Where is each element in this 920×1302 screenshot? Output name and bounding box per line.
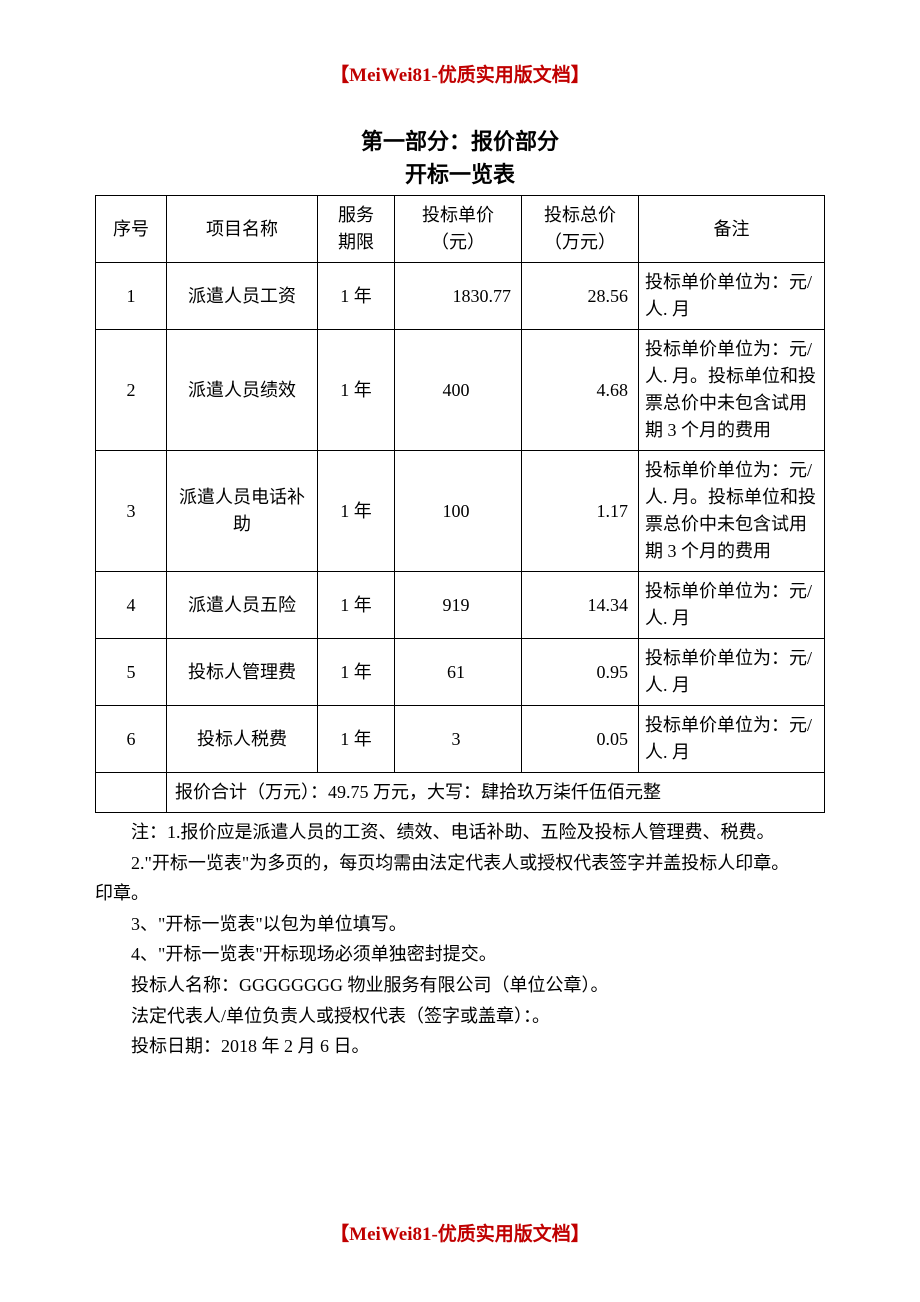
cell-term: 1 年: [318, 572, 395, 639]
table-row: 6 投标人税费 1 年 3 0.05 投标单价单位为：元/人. 月: [96, 706, 825, 773]
section-title-1: 第一部分：报价部分: [95, 125, 825, 158]
cell-total: 1.17: [522, 451, 639, 572]
table-row: 5 投标人管理费 1 年 61 0.95 投标单价单位为：元/人. 月: [96, 639, 825, 706]
table-summary-row: 报价合计（万元）：49.75 万元，大写：肆拾玖万柒仟伍佰元整: [96, 773, 825, 813]
table-row: 1 派遣人员工资 1 年 1830.77 28.56 投标单价单位为：元/人. …: [96, 263, 825, 330]
th-term-l1: 服务: [338, 205, 374, 225]
cell-unit: 919: [395, 572, 522, 639]
note-line: 投标人名称：GGGGGGGG 物业服务有限公司（单位公章）。: [95, 970, 825, 1001]
bid-table: 序号 项目名称 服务 期限 投标单价 （元） 投标总价 （万元） 备注 1: [95, 195, 825, 813]
brand-header: 【MeiWei81-优质实用版文档】: [95, 60, 825, 87]
table-header-row: 序号 项目名称 服务 期限 投标单价 （元） 投标总价 （万元） 备注: [96, 196, 825, 263]
th-unit: 投标单价 （元）: [395, 196, 522, 263]
cell-term: 1 年: [318, 330, 395, 451]
cell-name: 投标人税费: [167, 706, 318, 773]
cell-total: 14.34: [522, 572, 639, 639]
th-total-l1: 投标总价: [544, 205, 616, 225]
summary-blank: [96, 773, 167, 813]
table-body: 1 派遣人员工资 1 年 1830.77 28.56 投标单价单位为：元/人. …: [96, 263, 825, 813]
th-name: 项目名称: [167, 196, 318, 263]
th-total-l2: （万元）: [544, 232, 616, 252]
cell-seq: 5: [96, 639, 167, 706]
cell-unit: 3: [395, 706, 522, 773]
cell-remark: 投标单价单位为：元/人. 月: [639, 263, 825, 330]
cell-total: 28.56: [522, 263, 639, 330]
th-remark: 备注: [639, 196, 825, 263]
cell-name: 派遣人员电话补助: [167, 451, 318, 572]
cell-seq: 1: [96, 263, 167, 330]
cell-seq: 6: [96, 706, 167, 773]
th-term-l2: 期限: [338, 232, 374, 252]
table-row: 2 派遣人员绩效 1 年 400 4.68 投标单价单位为：元/人. 月。投标单…: [96, 330, 825, 451]
table-row: 3 派遣人员电话补助 1 年 100 1.17 投标单价单位为：元/人. 月。投…: [96, 451, 825, 572]
note-line: 3、"开标一览表"以包为单位填写。: [95, 909, 825, 940]
th-seq: 序号: [96, 196, 167, 263]
th-unit-l2: （元）: [431, 232, 485, 252]
cell-name: 投标人管理费: [167, 639, 318, 706]
cell-remark: 投标单价单位为：元/人. 月: [639, 639, 825, 706]
th-total: 投标总价 （万元）: [522, 196, 639, 263]
note-line: 2."开标一览表"为多页的，每页均需由法定代表人或授权代表签字并盖投标人印章。: [95, 848, 825, 879]
cell-remark: 投标单价单位为：元/人. 月。投标单位和投票总价中未包含试用期 3 个月的费用: [639, 330, 825, 451]
cell-remark: 投标单价单位为：元/人. 月: [639, 706, 825, 773]
cell-remark: 投标单价单位为：元/人. 月: [639, 572, 825, 639]
th-unit-l1: 投标单价: [422, 205, 494, 225]
cell-seq: 2: [96, 330, 167, 451]
note-line: 注：1.报价应是派遣人员的工资、绩效、电话补助、五险及投标人管理费、税费。: [95, 817, 825, 848]
th-term: 服务 期限: [318, 196, 395, 263]
cell-term: 1 年: [318, 639, 395, 706]
note-line: 法定代表人/单位负责人或授权代表（签字或盖章）：。: [95, 1001, 825, 1032]
note-line: 投标日期：2018 年 2 月 6 日。: [95, 1031, 825, 1062]
notes-block: 注：1.报价应是派遣人员的工资、绩效、电话补助、五险及投标人管理费、税费。 2.…: [95, 817, 825, 1062]
cell-unit: 1830.77: [395, 263, 522, 330]
note-line: 4、"开标一览表"开标现场必须单独密封提交。: [95, 939, 825, 970]
cell-seq: 4: [96, 572, 167, 639]
cell-unit: 100: [395, 451, 522, 572]
cell-remark: 投标单价单位为：元/人. 月。投标单位和投票总价中未包含试用期 3 个月的费用: [639, 451, 825, 572]
summary-text: 报价合计（万元）：49.75 万元，大写：肆拾玖万柒仟伍佰元整: [167, 773, 825, 813]
cell-total: 0.95: [522, 639, 639, 706]
cell-seq: 3: [96, 451, 167, 572]
note-line-continuation: 印章。: [95, 878, 825, 909]
cell-unit: 400: [395, 330, 522, 451]
section-title-2: 开标一览表: [95, 158, 825, 191]
cell-term: 1 年: [318, 451, 395, 572]
cell-term: 1 年: [318, 706, 395, 773]
brand-footer: 【MeiWei81-优质实用版文档】: [0, 1219, 920, 1246]
cell-term: 1 年: [318, 263, 395, 330]
cell-name: 派遣人员绩效: [167, 330, 318, 451]
cell-total: 4.68: [522, 330, 639, 451]
cell-name: 派遣人员五险: [167, 572, 318, 639]
cell-unit: 61: [395, 639, 522, 706]
cell-name: 派遣人员工资: [167, 263, 318, 330]
cell-total: 0.05: [522, 706, 639, 773]
table-row: 4 派遣人员五险 1 年 919 14.34 投标单价单位为：元/人. 月: [96, 572, 825, 639]
